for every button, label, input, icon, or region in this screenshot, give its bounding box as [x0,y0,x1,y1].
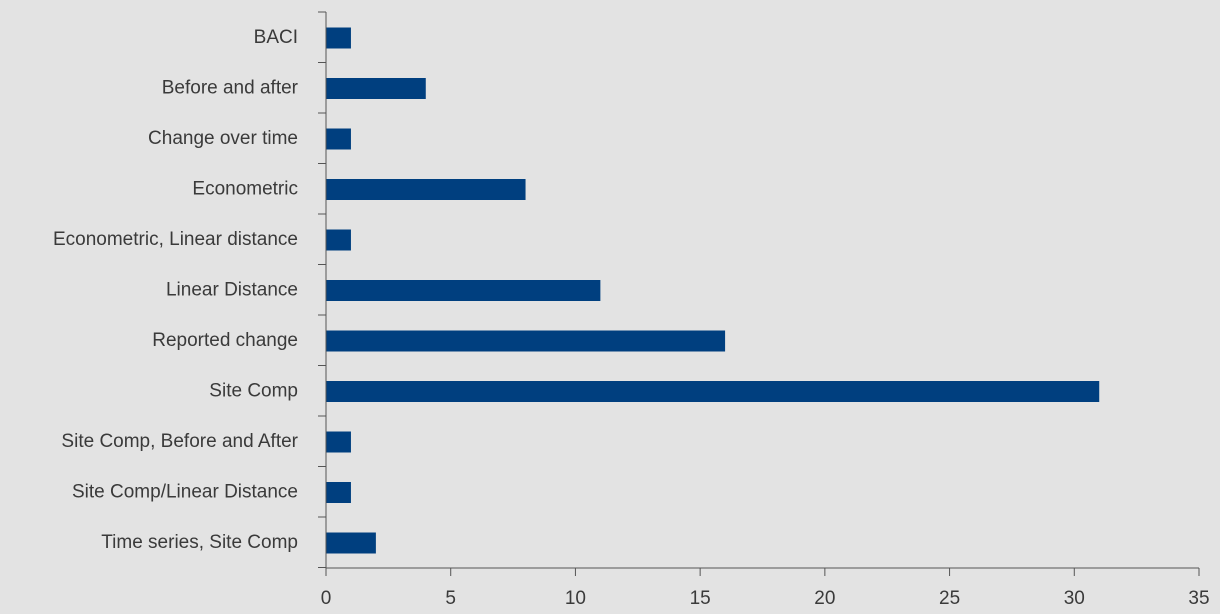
category-label: Change over time [148,128,298,149]
bar [326,431,351,453]
bar [326,532,376,554]
bar [326,280,601,301]
x-tick-label: 15 [690,588,711,609]
x-tick-label: 10 [565,588,586,609]
category-label: Site Comp, Before and After [61,431,298,452]
category-label: Site Comp/Linear Distance [72,482,298,503]
x-tick-label: 35 [1188,588,1209,609]
bar [326,229,351,251]
y-axis [318,11,327,568]
category-label: Site Comp [209,381,298,402]
category-labels-group: BACI Before and after Change over time Econ… [53,27,299,553]
bar [326,330,726,352]
category-label: Before and after [162,78,299,99]
x-axis: 0 5 10 15 20 25 30 35 [321,567,1210,609]
category-label: Linear Distance [166,280,298,301]
x-tick-label: 0 [321,588,332,609]
bar [326,381,1100,402]
bar [326,27,351,49]
bar [326,482,351,503]
category-label: BACI [254,27,298,48]
x-tick-label: 25 [939,588,960,609]
category-label: Econometric, Linear distance [53,229,298,250]
x-tick-label: 5 [445,588,456,609]
category-label: Time series, Site Comp [101,532,298,553]
x-tick-label: 30 [1064,588,1085,609]
bar [326,128,351,150]
bars-group [326,27,1100,554]
category-label: Reported change [152,330,298,351]
category-label: Econometric [192,179,298,200]
x-tick-label: 20 [814,588,835,609]
bar [326,78,426,99]
bar [326,179,526,200]
